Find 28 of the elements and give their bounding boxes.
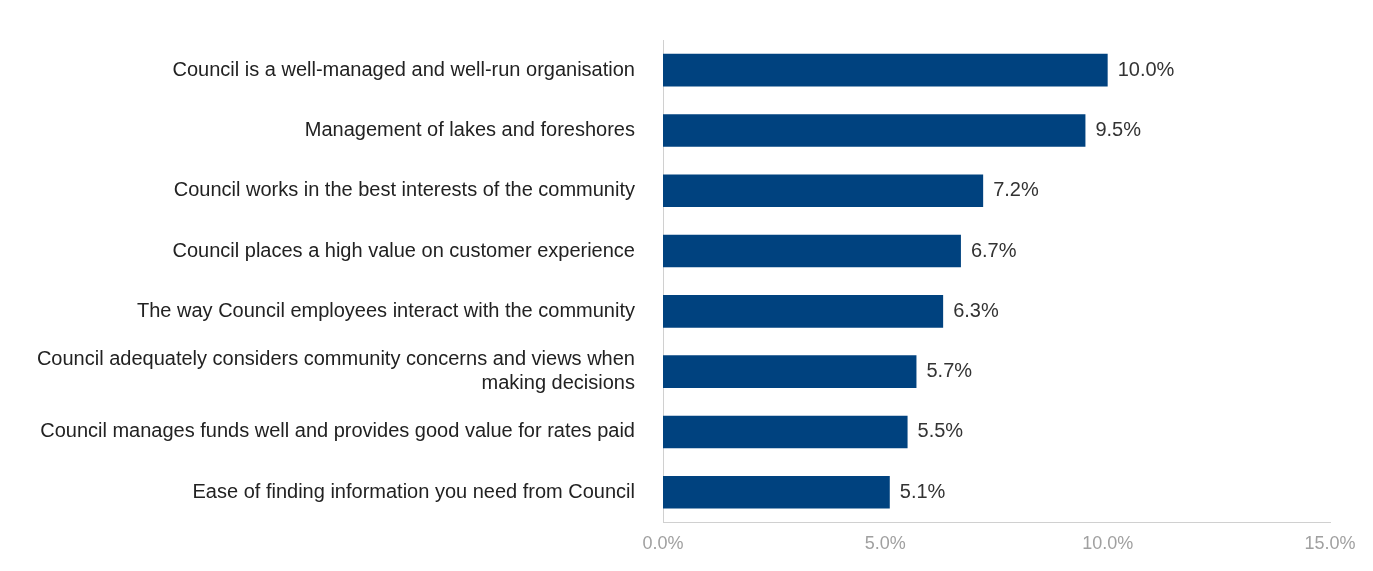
y-tick-label: Council is a well-managed and well-run organisation: [172, 57, 635, 80]
y-tick-label: Council adequately considers community concerns and views when making decisions: [36, 347, 635, 394]
data-label: 7.2%: [993, 178, 1039, 201]
data-label: 9.5%: [1095, 117, 1142, 140]
data-label: 5.5%: [917, 419, 964, 442]
y-tick-label: Council works in the best interests of the community: [173, 178, 635, 201]
bar: [663, 295, 944, 328]
y-tick-label: Management of lakes and foreshores: [304, 117, 635, 140]
x-tick-label: 15.0%: [1304, 533, 1356, 554]
bar: [663, 355, 917, 388]
y-tick-label: The way Council employees interact with the community: [137, 298, 635, 321]
data-label: 5.1%: [899, 479, 946, 502]
y-tick-label: Council places a high value on customer experience: [172, 238, 635, 261]
data-label: 5.7%: [926, 359, 973, 382]
bar: [663, 114, 1086, 147]
data-label: 6.3%: [953, 298, 999, 321]
data-label: 6.7%: [970, 238, 1017, 261]
y-tick-label: Council manages funds well and provides good value for rates paid: [40, 419, 635, 442]
x-tick-label: 0.0%: [642, 533, 684, 554]
bar: [663, 174, 984, 208]
bar: [663, 415, 908, 449]
x-tick-label: 10.0%: [1082, 533, 1134, 554]
bar: [663, 234, 961, 268]
bar: [663, 475, 890, 509]
bar: [663, 53, 1108, 87]
data-label: 10.0%: [1117, 57, 1175, 80]
x-tick-label: 5.0%: [864, 533, 906, 554]
y-tick-label: Ease of finding information you need from Council: [192, 479, 635, 502]
